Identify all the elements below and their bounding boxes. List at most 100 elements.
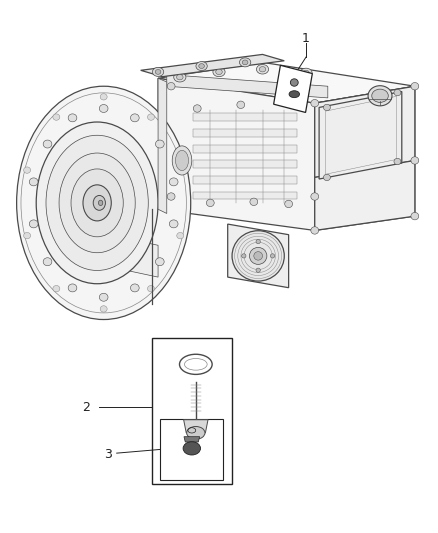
Ellipse shape [213, 67, 225, 77]
Ellipse shape [232, 231, 284, 281]
Polygon shape [193, 176, 297, 184]
Polygon shape [158, 78, 167, 214]
Ellipse shape [250, 198, 258, 206]
Ellipse shape [131, 114, 139, 122]
Ellipse shape [289, 91, 300, 98]
Ellipse shape [411, 157, 419, 164]
Ellipse shape [256, 239, 260, 244]
Ellipse shape [177, 75, 183, 80]
Ellipse shape [99, 200, 103, 206]
Ellipse shape [311, 227, 319, 234]
Ellipse shape [167, 193, 175, 200]
Bar [274, 66, 312, 112]
Ellipse shape [311, 193, 319, 200]
Ellipse shape [152, 67, 164, 76]
Ellipse shape [411, 83, 419, 90]
Ellipse shape [43, 140, 52, 148]
Ellipse shape [394, 158, 401, 165]
Polygon shape [184, 419, 208, 433]
Polygon shape [193, 128, 297, 136]
Ellipse shape [303, 70, 309, 76]
Ellipse shape [300, 68, 312, 78]
Ellipse shape [394, 90, 401, 96]
Ellipse shape [53, 114, 60, 120]
Polygon shape [315, 86, 415, 230]
Ellipse shape [167, 83, 175, 90]
Polygon shape [141, 54, 284, 77]
Ellipse shape [216, 69, 222, 75]
Ellipse shape [24, 232, 31, 239]
Polygon shape [158, 78, 315, 230]
Bar [152, 338, 232, 484]
Ellipse shape [323, 174, 330, 181]
Ellipse shape [206, 199, 214, 207]
Ellipse shape [155, 69, 161, 74]
Ellipse shape [290, 79, 298, 86]
Ellipse shape [172, 146, 192, 175]
Ellipse shape [155, 140, 164, 148]
Ellipse shape [131, 284, 139, 292]
Ellipse shape [36, 122, 158, 284]
Ellipse shape [68, 284, 77, 292]
Ellipse shape [43, 258, 52, 265]
Ellipse shape [29, 178, 38, 186]
Ellipse shape [155, 258, 164, 265]
Ellipse shape [193, 105, 201, 112]
Polygon shape [315, 160, 415, 230]
Ellipse shape [53, 286, 60, 292]
Bar [160, 419, 223, 480]
Ellipse shape [254, 252, 262, 260]
Ellipse shape [170, 178, 178, 186]
Ellipse shape [311, 100, 319, 107]
Ellipse shape [99, 293, 108, 301]
Ellipse shape [237, 101, 245, 109]
Ellipse shape [372, 89, 389, 102]
Ellipse shape [100, 306, 107, 312]
Ellipse shape [148, 286, 155, 292]
Polygon shape [228, 224, 289, 288]
Ellipse shape [187, 426, 205, 439]
Polygon shape [315, 86, 415, 177]
Ellipse shape [368, 86, 392, 106]
Polygon shape [193, 113, 297, 120]
Ellipse shape [270, 254, 275, 258]
Ellipse shape [176, 150, 188, 171]
Ellipse shape [240, 58, 251, 67]
Ellipse shape [177, 167, 184, 173]
Ellipse shape [199, 63, 205, 68]
Ellipse shape [259, 67, 266, 72]
Ellipse shape [411, 213, 419, 220]
Ellipse shape [29, 220, 38, 228]
Ellipse shape [170, 220, 178, 228]
Polygon shape [319, 92, 402, 179]
Text: 3: 3 [104, 448, 112, 461]
Polygon shape [158, 62, 415, 103]
Ellipse shape [68, 114, 77, 122]
Ellipse shape [183, 442, 201, 455]
Ellipse shape [242, 254, 246, 258]
Ellipse shape [148, 114, 155, 120]
Text: 1: 1 [302, 32, 310, 45]
Polygon shape [193, 160, 297, 168]
Ellipse shape [99, 104, 108, 112]
Ellipse shape [323, 104, 330, 111]
Ellipse shape [177, 232, 184, 239]
Ellipse shape [93, 196, 106, 211]
Ellipse shape [46, 135, 148, 270]
Ellipse shape [250, 247, 267, 264]
Ellipse shape [17, 86, 191, 319]
Text: 2: 2 [82, 400, 90, 414]
Ellipse shape [24, 167, 31, 173]
Ellipse shape [184, 359, 207, 370]
Ellipse shape [196, 62, 207, 70]
Polygon shape [167, 75, 328, 98]
Ellipse shape [180, 354, 212, 374]
Polygon shape [193, 144, 297, 152]
Ellipse shape [174, 72, 186, 82]
Ellipse shape [71, 169, 123, 237]
Ellipse shape [285, 200, 293, 208]
Ellipse shape [256, 268, 260, 272]
Polygon shape [88, 230, 158, 277]
Ellipse shape [242, 60, 248, 64]
Ellipse shape [83, 185, 111, 221]
